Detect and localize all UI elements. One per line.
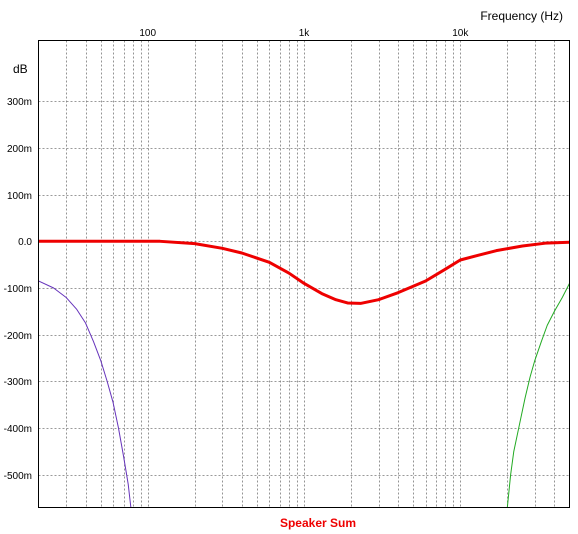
series-line-1: [38, 280, 132, 508]
y-axis-label: dB: [13, 62, 28, 76]
chart-title: Speaker Sum: [280, 516, 356, 530]
tick-labels: 300m 200m 100m 0.0 -100m -200m -300m -400m -500m…: [4, 28, 470, 482]
series-line-0: [38, 239, 570, 305]
y-tick-label: -500m: [4, 471, 32, 482]
y-tick-label: 100m: [7, 191, 32, 202]
series-layer: [38, 239, 570, 508]
y-tick-label: -200m: [4, 331, 32, 342]
x-tick-label: 10k: [452, 28, 469, 39]
x-tick-label: 1k: [299, 28, 311, 39]
x-axis-label: Frequency (Hz): [480, 9, 563, 23]
y-tick-label: -300m: [4, 377, 32, 388]
series-line-2: [506, 282, 570, 508]
x-tick-label: 100: [139, 28, 156, 39]
plot-frame: [38, 40, 570, 508]
grid: [38, 40, 570, 508]
y-tick-label: 200m: [7, 144, 32, 155]
y-tick-label: 300m: [7, 97, 32, 108]
y-tick-label: 0.0: [18, 237, 32, 248]
y-tick-label: -400m: [4, 424, 32, 435]
y-tick-label: -100m: [4, 284, 32, 295]
